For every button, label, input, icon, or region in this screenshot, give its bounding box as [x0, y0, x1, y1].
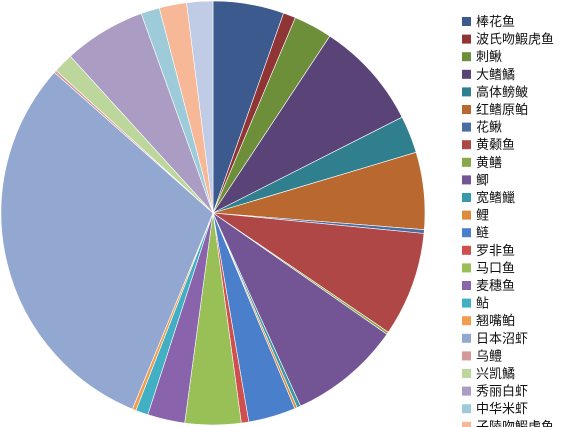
legend-label-13: 罗非鱼	[476, 243, 515, 259]
legend-swatch-0	[462, 17, 471, 26]
legend-swatch-9	[462, 175, 471, 185]
legend-swatch-12	[462, 228, 471, 238]
legend-swatch-20	[462, 369, 471, 378]
pie-slice-3	[212, 35, 403, 214]
pie-slice-18	[0, 71, 214, 410]
legend-item-3: 大鳍鱊	[462, 68, 515, 83]
legend-item-16: 鲇	[462, 297, 489, 312]
legend-item-13: 罗非鱼	[462, 243, 515, 259]
legend-swatch-13	[462, 245, 471, 255]
legend-item-18: 日本沼虾	[462, 332, 528, 347]
legend-item-10: 宽鳍鱲	[462, 190, 515, 206]
legend-label-9: 鲫	[476, 173, 489, 188]
legend-swatch-3	[462, 69, 471, 79]
legend-item-1: 波氏吻鰕虎鱼	[462, 32, 554, 48]
pie-slice-9	[212, 212, 388, 407]
legend-label-7: 黄颡鱼	[476, 137, 515, 153]
legend-label-19: 乌鳢	[476, 348, 502, 364]
legend-item-21: 秀丽白虾	[462, 384, 528, 400]
legend-item-15: 麦穗鱼	[462, 278, 515, 294]
legend-swatch-19	[462, 351, 471, 361]
pie-slices	[0, 0, 426, 426]
legend-item-19: 乌鳢	[462, 348, 502, 364]
legend-swatch-4	[462, 87, 471, 97]
legend-label-5: 红鳍原鲌	[476, 102, 528, 118]
legend-item-4: 高体鳑鲏	[462, 84, 528, 100]
legend-swatch-21	[462, 386, 471, 396]
legend-item-14: 马口鱼	[462, 260, 515, 276]
legend-label-4: 高体鳑鲏	[476, 84, 528, 100]
legend-item-2: 刺鳅	[462, 50, 502, 65]
pie-slice-7	[212, 212, 425, 333]
legend-swatch-11	[462, 210, 471, 220]
legend-item-23: 子陵吻鰕虎鱼	[462, 419, 554, 427]
legend-label-20: 兴凯鱊	[476, 367, 515, 382]
legend-swatch-18	[462, 333, 471, 343]
legend-swatch-15	[462, 281, 471, 290]
legend: 棒花鱼波氏吻鰕虎鱼刺鳅大鳍鱊高体鳑鲏红鳍原鲌花鳅黄颡鱼黄鳝鲫宽鳍鱲鲤鲢罗非鱼马口…	[462, 14, 554, 427]
legend-item-9: 鲫	[462, 173, 489, 188]
legend-swatch-14	[462, 263, 471, 273]
legend-swatch-23	[462, 421, 471, 427]
legend-item-12: 鲢	[462, 225, 489, 241]
legend-item-6: 花鳅	[462, 120, 502, 136]
legend-label-16: 鲇	[476, 297, 489, 312]
legend-swatch-1	[462, 34, 471, 44]
legend-label-0: 棒花鱼	[476, 14, 515, 30]
legend-label-12: 鲢	[476, 225, 489, 241]
legend-item-11: 鲤	[462, 209, 489, 224]
legend-label-18: 日本沼虾	[476, 332, 528, 347]
legend-label-15: 麦穗鱼	[476, 278, 515, 294]
legend-item-5: 红鳍原鲌	[462, 102, 528, 118]
legend-swatch-7	[462, 140, 471, 150]
legend-label-10: 宽鳍鱲	[476, 190, 515, 206]
legend-item-17: 翘嘴鲌	[462, 313, 515, 329]
legend-item-22: 中华米虾	[462, 402, 528, 417]
legend-item-20: 兴凯鱊	[462, 367, 515, 382]
pie-slice-24	[186, 0, 214, 214]
legend-label-2: 刺鳅	[476, 50, 502, 65]
legend-label-3: 大鳍鱊	[476, 68, 515, 83]
legend-label-8: 黄鳝	[476, 155, 502, 171]
legend-label-21: 秀丽白虾	[476, 384, 528, 400]
legend-label-11: 鲤	[476, 209, 489, 224]
legend-swatch-6	[462, 122, 471, 132]
legend-label-17: 翘嘴鲌	[476, 313, 515, 329]
legend-swatch-2	[462, 52, 471, 62]
legend-swatch-16	[462, 298, 471, 308]
legend-swatch-17	[462, 316, 471, 326]
legend-item-7: 黄颡鱼	[462, 137, 515, 153]
legend-swatch-8	[462, 157, 471, 167]
legend-label-14: 马口鱼	[476, 260, 515, 276]
legend-label-1: 波氏吻鰕虎鱼	[476, 32, 554, 48]
legend-label-6: 花鳅	[476, 120, 502, 136]
legend-label-23: 子陵吻鰕虎鱼	[476, 419, 554, 427]
legend-item-0: 棒花鱼	[462, 14, 515, 30]
legend-swatch-10	[462, 193, 471, 202]
legend-swatch-22	[462, 404, 471, 414]
legend-swatch-5	[462, 105, 471, 114]
legend-label-22: 中华米虾	[476, 402, 528, 417]
legend-item-8: 黄鳝	[462, 155, 502, 171]
